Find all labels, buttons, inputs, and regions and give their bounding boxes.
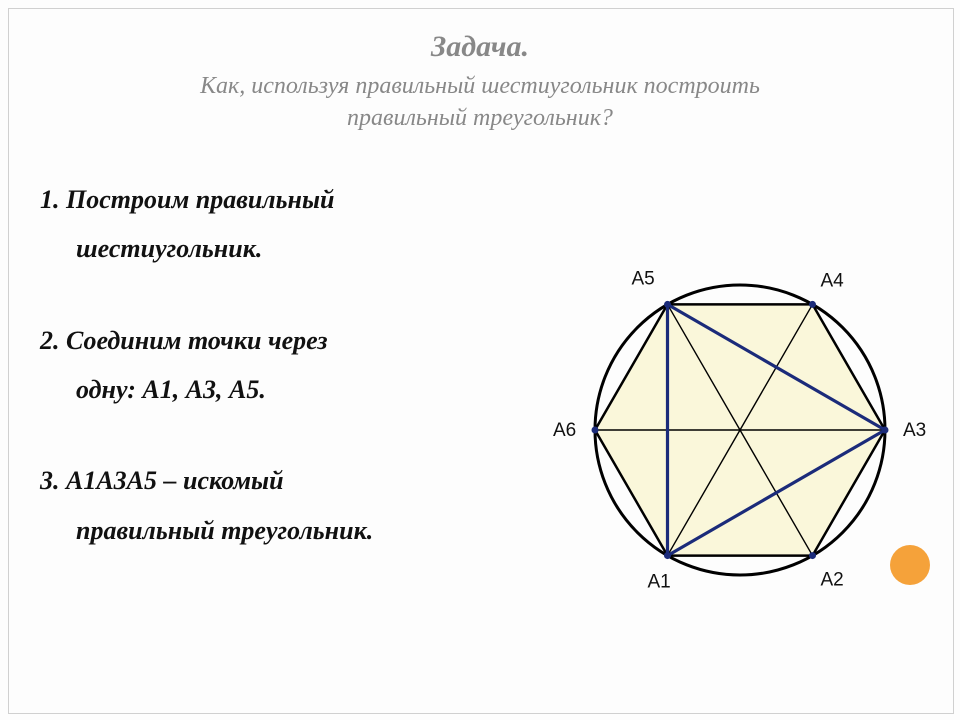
step-3: 3. А1А3А5 – искомый правильный треугольн… (40, 456, 540, 555)
title-block: Задача. Как, используя правильный шестиу… (40, 30, 920, 135)
step-2-line-1: 2. Соединим точки через (40, 326, 328, 355)
content-row: 1. Построим правильный шестиугольник. 2.… (40, 165, 920, 635)
step-2-line-2: одну: А1, А3, А5. (40, 365, 540, 414)
subtitle-line-2: правильный треугольник? (347, 105, 613, 131)
step-3-line-2: правильный треугольник. (40, 506, 540, 555)
vertex-dot-А2 (809, 552, 816, 559)
subtitle-line-1: Как, используя правильный шестиугольник … (200, 73, 760, 99)
diagram-column: А3 А4 А5 А6 А1 А2 (540, 165, 950, 635)
hexagon-diagram: А3 А4 А5 А6 А1 А2 (540, 215, 950, 635)
step-1-line-1: 1. Построим правильный (40, 185, 334, 214)
vertex-label-А2: А2 (821, 569, 844, 590)
vertex-dot-А4 (809, 301, 816, 308)
step-3-line-1: 3. А1А3А5 – искомый (40, 466, 284, 495)
vertex-dot-А6 (592, 426, 599, 433)
vertex-label-А4: А4 (821, 270, 845, 291)
vertex-label-А3: А3 (903, 420, 926, 441)
vertex-label-А1: А1 (648, 571, 671, 592)
steps-column: 1. Построим правильный шестиугольник. 2.… (40, 165, 540, 597)
slide-title: Задача. (40, 30, 920, 64)
vertex-dot-А3 (882, 426, 889, 433)
vertex-dot-А5 (664, 301, 671, 308)
step-1-line-2: шестиугольник. (40, 224, 540, 273)
vertex-label-А6: А6 (553, 420, 576, 441)
vertex-label-А5: А5 (632, 268, 655, 289)
decor-dot-icon (890, 545, 930, 585)
step-2: 2. Соединим точки через одну: А1, А3, А5… (40, 316, 540, 415)
slide-subtitle: Как, используя правильный шестиугольник … (40, 70, 920, 135)
step-1: 1. Построим правильный шестиугольник. (40, 175, 540, 274)
vertex-dot-А1 (664, 552, 671, 559)
slide: Задача. Как, используя правильный шестиу… (0, 0, 960, 720)
